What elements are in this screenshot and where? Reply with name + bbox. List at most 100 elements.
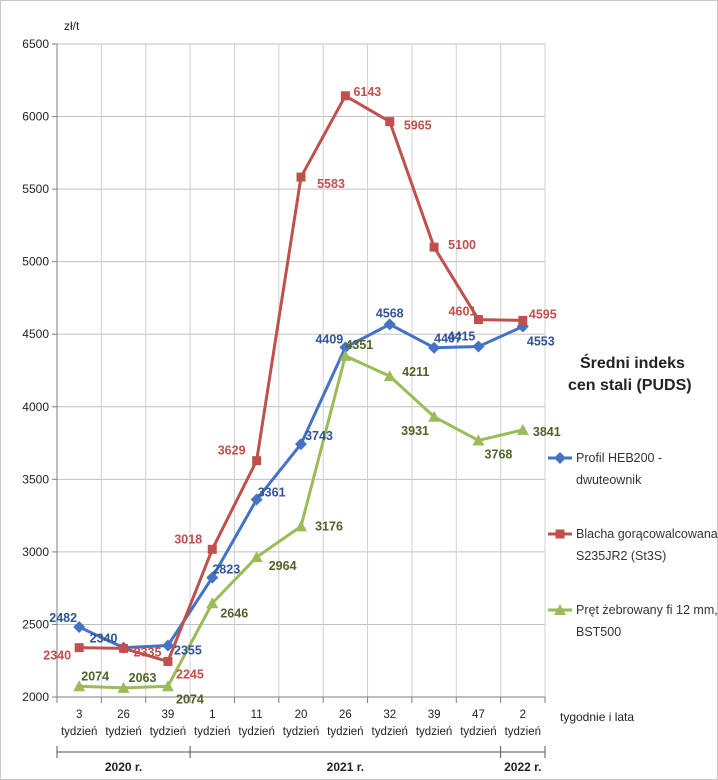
data-label: 2964 (269, 559, 297, 573)
y-tick-label: 5500 (22, 182, 49, 196)
legend-label: S235JR2 (St3S) (576, 549, 666, 563)
data-point-diamond (73, 621, 86, 634)
legend-label: BST500 (576, 625, 621, 639)
legend: Profil HEB200 - dwuteownik Blacha gorącowa… (548, 451, 718, 639)
y-tick-label: 6500 (22, 37, 49, 51)
data-label: 4409 (315, 332, 343, 346)
y-tick-label: 3500 (22, 472, 49, 486)
data-label: 3176 (315, 519, 343, 533)
legend-label: Blacha gorącowalcowana (576, 527, 718, 541)
x-tick-label-unit: tydzień (416, 726, 452, 738)
data-label: 2340 (43, 649, 71, 663)
data-label: 2646 (220, 606, 248, 620)
data-point-triangle (206, 597, 219, 609)
legend-label: Pręt żebrowany fi 12 mm, (576, 603, 718, 617)
data-point-square (252, 456, 262, 466)
data-label: 5583 (317, 177, 345, 191)
data-label: 4415 (448, 330, 476, 344)
data-point-triangle (472, 434, 485, 446)
x-tick-labels: 3 tydzień 26 tydzień 39 tydzień 1 tydzień 11 tydz… (61, 709, 541, 738)
data-point-square (385, 117, 395, 127)
y-tick-label: 2000 (22, 690, 49, 704)
legend-label: dwuteownik (576, 473, 642, 487)
x-tick-label-week: 32 (383, 709, 396, 721)
data-point-square (518, 315, 528, 325)
legend-label: Profil HEB200 - (576, 451, 662, 465)
data-label: 2245 (176, 667, 204, 681)
data-label: 2335 (134, 645, 162, 659)
legend-marker-triangle (554, 604, 566, 615)
x-tick-label-week: 20 (295, 709, 308, 721)
x-tick-label-unit: tydzień (194, 726, 230, 738)
data-point-diamond (250, 493, 263, 506)
data-label: 2482 (49, 611, 77, 625)
data-point-square (340, 91, 350, 101)
data-labels: 2482 2340 2355 2823 3361 3743 4409 4568 44074415… (43, 85, 560, 706)
y-tick-label: 2500 (22, 617, 49, 631)
data-point-square (163, 656, 173, 666)
x-tick-label-unit: tydzień (150, 726, 186, 738)
data-point-triangle (383, 370, 396, 382)
data-label: 5100 (448, 238, 476, 252)
data-label: 3629 (218, 444, 246, 458)
y-tick-label: 5000 (22, 255, 49, 269)
data-point-square (473, 315, 483, 325)
chart-title: Średni indeks cen stali (PUDS) (568, 353, 692, 394)
axes (52, 43, 546, 703)
data-point-diamond (472, 340, 485, 353)
x-tick-label-unit: tydzień (238, 726, 274, 738)
legend-marker-square (555, 529, 565, 539)
y-axis-unit: zł/t (64, 19, 80, 33)
y-tick-label: 4500 (22, 327, 49, 341)
data-label: 4211 (402, 365, 429, 379)
data-point-triangle (73, 680, 86, 692)
x-tick-label-unit: tydzień (460, 726, 496, 738)
data-label: 6143 (353, 85, 381, 99)
y-tick-label: 3000 (22, 545, 49, 559)
x-axis-label: tygodnie i lata (560, 710, 634, 724)
data-point-square (119, 643, 129, 653)
data-point-diamond (383, 318, 396, 331)
data-label: 2063 (129, 671, 157, 685)
x-tick-label-week: 2 (520, 709, 526, 721)
x-tick-label-week: 26 (117, 709, 130, 721)
x-tick-label-week: 3 (76, 709, 82, 721)
x-tick-label-unit: tydzień (105, 726, 141, 738)
data-point-square (207, 544, 217, 554)
x-tick-label-unit: tydzień (283, 726, 319, 738)
data-point-diamond (428, 341, 441, 354)
data-label: 2074 (81, 669, 109, 683)
x-tick-label-week: 39 (428, 709, 441, 721)
x-tick-label-week: 47 (472, 709, 485, 721)
x-tick-label-week: 39 (162, 709, 175, 721)
x-tick-label-week: 26 (339, 709, 352, 721)
data-label: 4595 (529, 307, 557, 321)
data-point-triangle (516, 423, 529, 435)
data-point-triangle (295, 520, 307, 532)
y-tick-label: 4000 (22, 400, 49, 414)
year-group-label: 2021 r. (327, 760, 364, 774)
data-point-diamond (339, 341, 352, 354)
y-tick-label: 6000 (22, 110, 49, 124)
data-label: 4601 (449, 305, 477, 319)
data-label: 5965 (404, 119, 432, 133)
x-tick-label-unit: tydzień (327, 726, 363, 738)
data-label: 3841 (533, 425, 561, 439)
data-label: 3768 (485, 447, 513, 461)
x-tick-label-unit: tydzień (61, 726, 97, 738)
year-group-label: 2022 r. (504, 760, 541, 774)
year-groups: 2020 r. 2021 r. 2022 r. (56, 746, 546, 774)
year-group-label: 2020 r. (105, 760, 142, 774)
data-point-square (74, 643, 84, 653)
data-label: 3361 (258, 486, 286, 500)
data-point-triangle (250, 551, 263, 563)
data-point-square (429, 242, 439, 252)
data-point-square (296, 172, 306, 182)
data-point-diamond (206, 571, 219, 584)
x-tick-label-week: 1 (209, 709, 215, 721)
data-label: 2823 (212, 563, 240, 577)
data-label: 2355 (174, 643, 202, 657)
data-point-diamond (161, 639, 174, 652)
x-tick-label-unit: tydzień (372, 726, 408, 738)
